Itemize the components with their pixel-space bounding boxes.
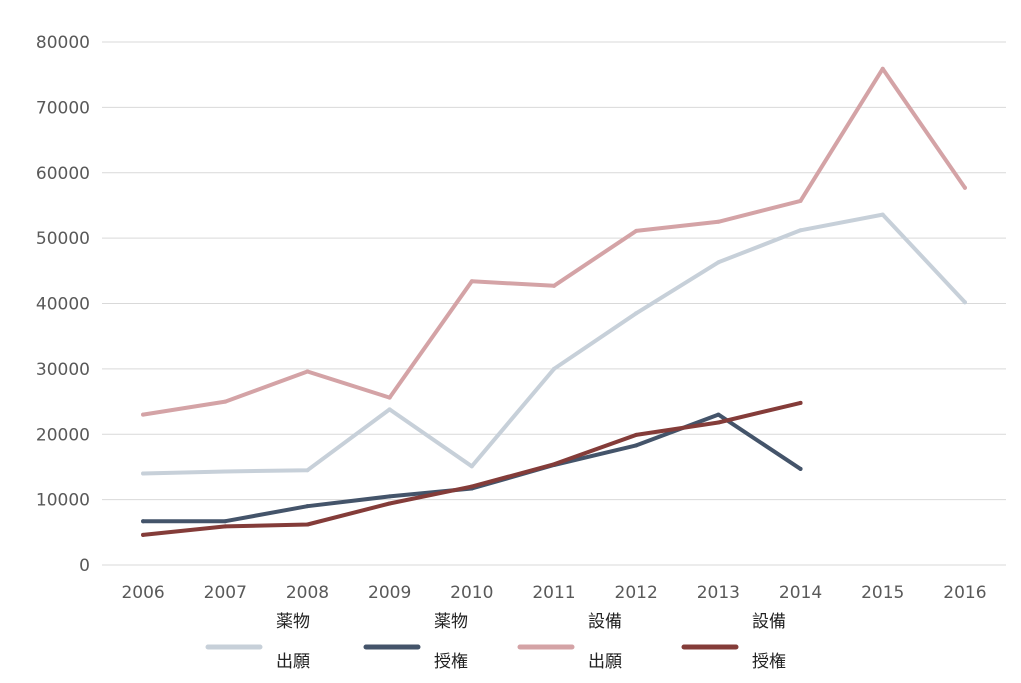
data-point	[634, 443, 639, 448]
x-tick-label: 2008	[286, 583, 329, 603]
x-axis-tick-labels: 2006 2007 2008 2009 2010 2011 2012 2013 2014 2015…	[121, 583, 986, 603]
x-tick-label: 2014	[779, 583, 822, 603]
data-point	[552, 366, 556, 371]
x-tick-label: 2011	[532, 583, 575, 603]
legend-label: 薬物	[276, 612, 310, 632]
y-tick-label: 20000	[36, 425, 90, 445]
data-point	[387, 501, 392, 506]
data-point	[798, 228, 803, 233]
x-tick-label: 2009	[368, 583, 411, 603]
legend-label: 授権	[434, 652, 468, 672]
data-point	[223, 469, 228, 474]
legend-label: 出願	[588, 652, 622, 672]
data-point	[387, 494, 392, 499]
data-point	[223, 519, 228, 524]
y-axis-tick-labels: 0 10000 20000 30000 40000 50000 60000 70000 8000…	[36, 33, 90, 576]
data-point	[469, 484, 474, 489]
data-point	[716, 420, 721, 425]
gridlines	[102, 41, 1006, 566]
y-tick-label: 0	[79, 556, 90, 576]
data-point	[141, 532, 146, 537]
legend-label: 授権	[752, 652, 786, 672]
y-tick-label: 30000	[36, 360, 90, 380]
data-point	[305, 369, 310, 374]
data-point	[141, 471, 146, 476]
y-tick-label: 50000	[36, 229, 90, 249]
data-point	[634, 311, 639, 316]
x-tick-label: 2006	[121, 583, 164, 603]
data-point	[880, 66, 885, 71]
data-point	[552, 462, 556, 467]
data-point	[223, 399, 228, 404]
data-point	[387, 395, 392, 400]
data-point	[716, 260, 721, 265]
y-tick-label: 70000	[36, 98, 90, 118]
y-tick-label: 60000	[36, 164, 90, 184]
data-point	[962, 185, 967, 190]
data-point	[469, 464, 474, 469]
x-tick-label: 2012	[615, 583, 658, 603]
data-point	[469, 279, 474, 284]
data-point	[798, 198, 803, 203]
x-tick-label: 2015	[861, 583, 904, 603]
data-point	[141, 412, 146, 417]
legend-label: 設備	[752, 612, 786, 632]
data-point	[223, 524, 228, 529]
data-point	[552, 283, 556, 288]
data-point	[634, 228, 639, 233]
data-point	[305, 504, 310, 509]
data-point	[387, 407, 392, 412]
data-point	[305, 468, 310, 473]
x-tick-label: 2010	[450, 583, 493, 603]
data-point	[634, 432, 639, 437]
data-point	[798, 466, 803, 471]
y-tick-label: 40000	[36, 295, 90, 315]
data-point	[716, 412, 721, 417]
legend-label: 出願	[276, 652, 310, 672]
data-point	[962, 300, 967, 305]
data-point	[798, 400, 803, 405]
legend-label: 薬物	[434, 612, 468, 632]
x-tick-label: 2013	[697, 583, 740, 603]
legend-label: 設備	[588, 612, 622, 632]
data-point	[716, 219, 721, 224]
y-tick-label: 10000	[36, 491, 90, 511]
series-lines	[141, 66, 967, 537]
data-point	[141, 519, 146, 524]
x-tick-label: 2016	[943, 583, 986, 603]
data-point	[305, 522, 310, 527]
x-tick-label: 2007	[204, 583, 247, 603]
y-tick-label: 80000	[36, 33, 90, 53]
data-point	[880, 212, 885, 217]
